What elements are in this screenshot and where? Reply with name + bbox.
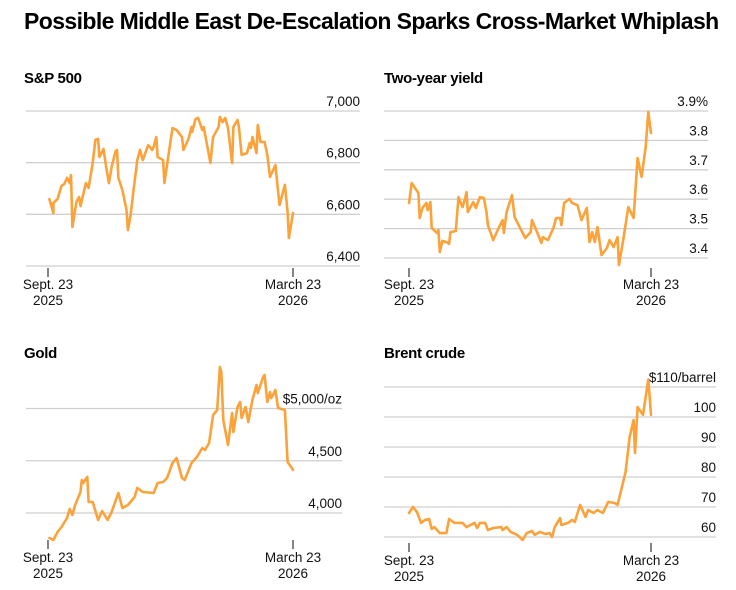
brent-crude-x-tick-label: March 23 [623, 553, 679, 568]
sp500-x-tick-label: 2026 [278, 293, 308, 308]
sp500-y-tick-label: 6,800 [326, 146, 360, 161]
gold-x-tick-label: March 23 [265, 550, 321, 565]
brent-crude-y-tick-label: $110/barrel [649, 370, 716, 385]
two-year-yield-series-line [407, 110, 653, 267]
brent-crude-title: Brent crude [384, 345, 465, 362]
gold-x-tick-label: Sept. 23 [23, 550, 73, 565]
gold-x-tick-label: 2026 [278, 566, 308, 581]
sp500-x-tick-label: Sept. 23 [23, 277, 73, 292]
brent-crude-x-tick-label: 2025 [394, 569, 424, 584]
two-year-yield-x-tick-label: March 23 [623, 277, 679, 292]
two-year-yield-x-tick-label: 2026 [636, 293, 666, 308]
gold-y-tick-label: 4,500 [308, 444, 342, 459]
sp500-y-tick-label: 6,400 [326, 249, 360, 264]
two-year-yield-y-tick-label: 3.9% [677, 94, 708, 109]
two-year-yield-y-tick-label: 3.6 [689, 182, 708, 197]
gold-y-tick-label: $5,000/oz [283, 392, 343, 407]
brent-crude-y-tick-label: 70 [701, 490, 716, 505]
two-year-yield-title: Two-year yield [384, 70, 483, 87]
gold-x-tick-label: 2025 [33, 566, 63, 581]
sp500-x-tick-label: March 23 [265, 277, 321, 292]
sp500-y-tick-label: 6,600 [326, 197, 360, 212]
brent-crude-x-tick-label: 2026 [636, 569, 666, 584]
chart-title: Possible Middle East De-Escalation Spark… [24, 8, 719, 34]
two-year-yield-y-tick-label: 3.8 [689, 123, 708, 138]
brent-crude-y-tick-label: 100 [693, 400, 716, 415]
gold-series-line [48, 365, 295, 542]
two-year-yield-y-tick-label: 3.5 [689, 212, 708, 227]
sp500-title: S&P 500 [24, 70, 82, 87]
two-year-yield-x-tick-label: Sept. 23 [384, 277, 434, 292]
brent-crude-x-tick-label: Sept. 23 [384, 553, 434, 568]
sp500-y-tick-label: 7,000 [326, 94, 360, 109]
two-year-yield-y-tick-label: 3.7 [689, 153, 708, 168]
brent-crude-y-tick-label: 90 [701, 430, 716, 445]
brent-crude-series-line [407, 378, 653, 542]
sp500-series-line [48, 115, 295, 240]
brent-crude-y-tick-label: 80 [701, 460, 716, 475]
gold-y-tick-label: 4,000 [308, 496, 342, 511]
gold-title: Gold [24, 345, 57, 362]
two-year-yield-x-tick-label: 2025 [394, 293, 424, 308]
sp500-x-tick-label: 2025 [33, 293, 63, 308]
brent-crude-y-tick-label: 60 [701, 520, 716, 535]
two-year-yield-y-tick-label: 3.4 [689, 241, 708, 256]
